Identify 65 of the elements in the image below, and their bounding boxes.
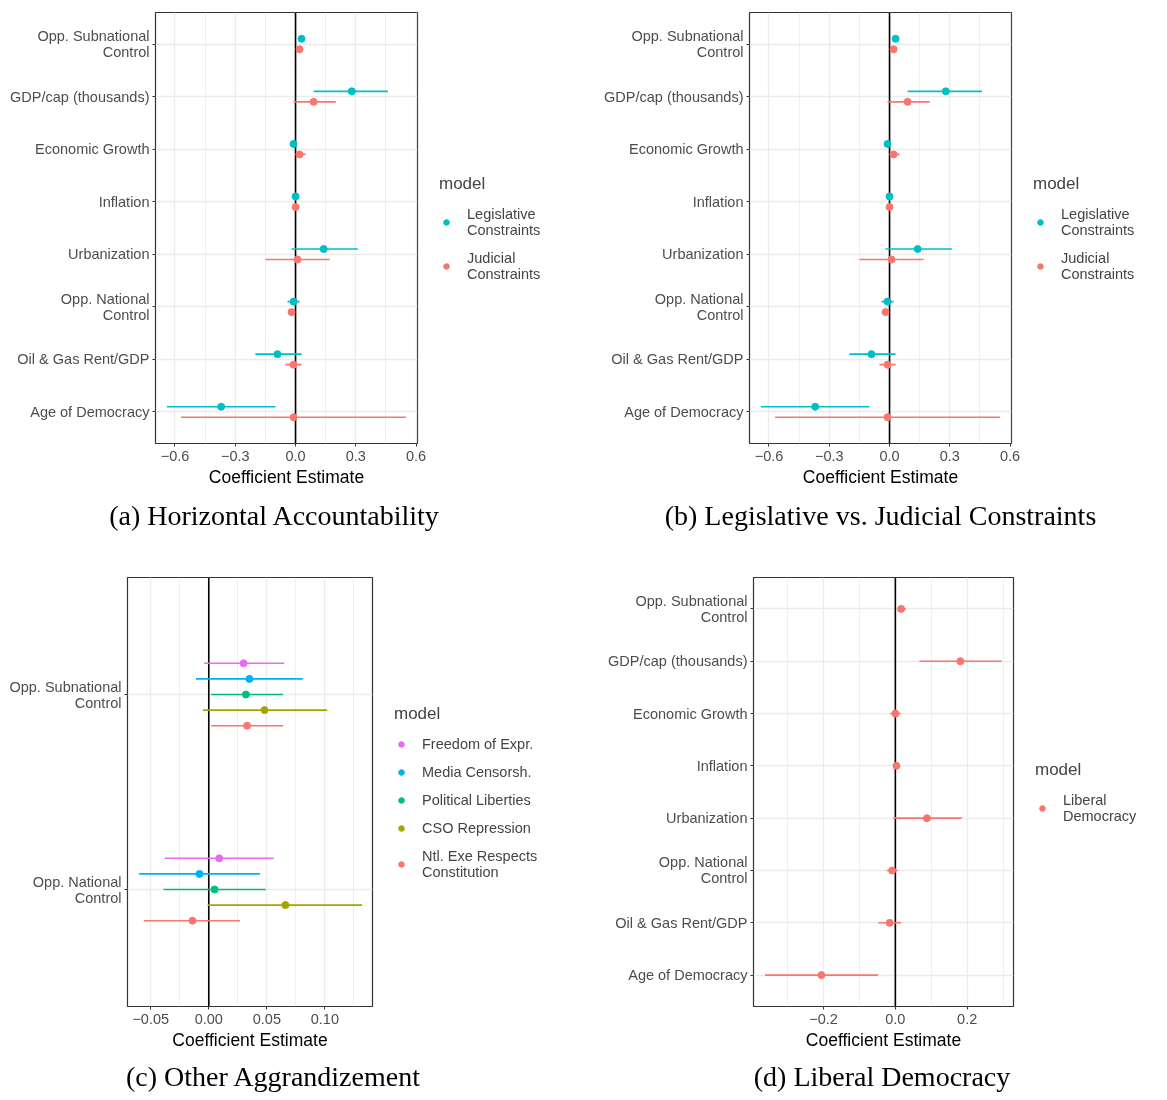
y-tick-label: GDP/cap (thousands) [604, 88, 744, 105]
x-tick-label: −0.3 [814, 447, 844, 464]
y-tick-label: Opp. National Control [658, 854, 748, 887]
y-tick-label: GDP/cap (thousands) [608, 653, 748, 670]
y-tick-label: Urbanization [662, 246, 744, 263]
y-tick-label: Urbanization [666, 810, 748, 827]
legend-label: CSO Repression [422, 819, 531, 836]
x-tick-label: −0.6 [754, 447, 784, 464]
legend-title: model [394, 703, 442, 724]
y-tick-label: Age of Democracy [30, 403, 151, 420]
y-tick-label: Economic Growth [35, 141, 150, 158]
legend-label: Political Liberties [422, 791, 531, 808]
x-axis-title: Coefficient Estimate [172, 1029, 328, 1050]
y-tick-label: Age of Democracy [624, 403, 745, 420]
legend-title: model [439, 173, 487, 194]
x-tick-label: −0.2 [809, 1010, 838, 1027]
legend-label: Ntl. Exe Respects Constitution [422, 847, 538, 880]
y-tick-label: Inflation [98, 193, 150, 210]
x-axis-title: Coefficient Estimate [802, 466, 959, 487]
x-axis-title: Coefficient Estimate [805, 1029, 962, 1050]
y-tick-label: Opp. Subnational Control [635, 592, 748, 625]
legend-label: Liberal Democracy [1063, 791, 1137, 824]
y-tick-label: Economic Growth [633, 705, 748, 722]
legend-label: Media Censorsh. [422, 763, 532, 780]
text: (a) Horizontal Accountability [109, 500, 439, 532]
y-tick-label: GDP/cap (thousands) [10, 88, 150, 105]
legend-label: Legislative Constraints [1061, 205, 1135, 238]
y-tick-label: Opp. Subnational Control [9, 678, 122, 711]
text: (d) Liberal Democracy [753, 1061, 1011, 1093]
x-tick-label: 0.6 [1000, 447, 1021, 464]
x-tick-label: 0.0 [879, 447, 900, 464]
text: (b) Legislative vs. Judicial Constraints [664, 500, 1097, 532]
x-tick-label: 0.6 [406, 447, 427, 464]
x-tick-label: −0.05 [132, 1010, 170, 1027]
x-tick-label: 0.00 [194, 1010, 223, 1027]
x-axis-title: Coefficient Estimate [208, 466, 365, 487]
y-tick-label: Opp. National Control [60, 290, 150, 323]
legend-label: Judicial Constraints [1061, 249, 1135, 282]
y-tick-label: Opp. Subnational Control [37, 28, 150, 61]
x-tick-label: 0.0 [885, 1010, 906, 1027]
y-tick-label: Oil & Gas Rent/GDP [615, 914, 748, 931]
x-tick-label: −0.3 [220, 447, 250, 464]
text: (c) Other Aggrandizement [126, 1061, 420, 1093]
y-tick-label: Age of Democracy [628, 967, 749, 984]
y-tick-label: Oil & Gas Rent/GDP [611, 351, 744, 368]
x-tick-label: 0.10 [310, 1010, 340, 1027]
x-tick-label: 0.2 [957, 1010, 978, 1027]
legend-label: Freedom of Expr. [422, 735, 534, 752]
legend-title: model [1033, 173, 1081, 194]
legend-label: Judicial Constraints [467, 249, 541, 282]
legend-label: Legislative Constraints [467, 205, 541, 238]
x-tick-label: 0.0 [285, 447, 306, 464]
x-tick-label: 0.3 [939, 447, 960, 464]
x-tick-label: −0.6 [160, 447, 190, 464]
y-tick-label: Inflation [692, 193, 744, 210]
y-tick-label: Opp. Subnational Control [631, 28, 744, 61]
x-tick-label: 0.3 [345, 447, 366, 464]
legend-title: model [1035, 759, 1083, 780]
y-tick-label: Opp. National Control [654, 290, 744, 323]
y-tick-label: Urbanization [68, 246, 150, 263]
y-tick-label: Inflation [696, 757, 748, 774]
y-tick-label: Opp. National Control [32, 873, 122, 906]
x-tick-label: 0.05 [252, 1010, 281, 1027]
y-tick-label: Economic Growth [629, 141, 744, 158]
y-tick-label: Oil & Gas Rent/GDP [17, 351, 150, 368]
